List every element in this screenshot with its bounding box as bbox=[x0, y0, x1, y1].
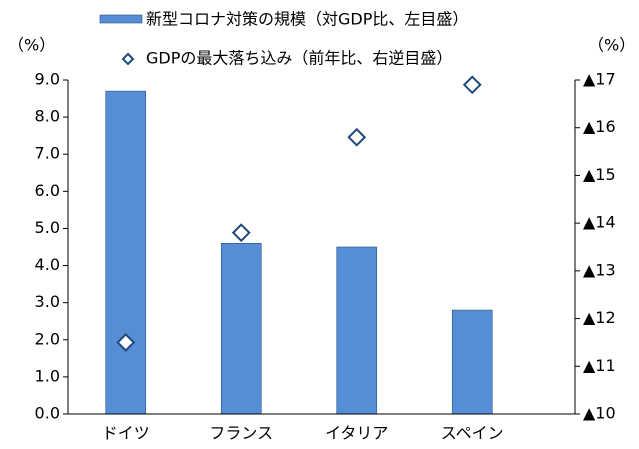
legend-label: 新型コロナ対策の規模（対GDP比、左目盛） bbox=[146, 10, 468, 29]
x-tick-label: フランス bbox=[209, 424, 273, 443]
y2-tick-label: ▲10 bbox=[583, 404, 616, 423]
y-tick-label: 8.0 bbox=[35, 107, 60, 126]
bar bbox=[220, 242, 262, 415]
y2-tick-label: ▲17 bbox=[583, 70, 616, 89]
x-tick-label: スペイン bbox=[441, 424, 504, 443]
y2-tick-label: ▲15 bbox=[583, 165, 616, 184]
y2-tick-label: ▲12 bbox=[583, 308, 616, 327]
bar bbox=[336, 246, 378, 415]
x-tick-label: イタリア bbox=[325, 424, 388, 443]
y2-tick-label: ▲13 bbox=[583, 260, 616, 279]
bar bbox=[451, 309, 493, 415]
diamond-marker bbox=[347, 127, 367, 147]
diamond-marker bbox=[116, 333, 136, 352]
legend-label: GDPの最大落ち込み（前年比、右逆目盛） bbox=[146, 49, 452, 68]
x-tick-label: ドイツ bbox=[102, 424, 150, 443]
y-tick-label: 0.0 bbox=[35, 404, 60, 423]
legend-swatch bbox=[99, 14, 143, 24]
y2-tick-label: ▲16 bbox=[583, 117, 616, 136]
y-tick-label: 7.0 bbox=[35, 144, 60, 163]
legend-marker bbox=[121, 52, 135, 66]
y2-axis-label: （%） bbox=[588, 36, 635, 55]
y2-tick-label: ▲11 bbox=[583, 356, 616, 375]
y-tick-label: 2.0 bbox=[35, 329, 60, 348]
y-axis-label: （%） bbox=[8, 36, 55, 55]
y-tick-label: 4.0 bbox=[35, 255, 60, 274]
y2-tick-label: ▲14 bbox=[583, 213, 616, 232]
y-tick-label: 1.0 bbox=[35, 366, 60, 385]
y-tick-label: 5.0 bbox=[35, 218, 60, 237]
diamond-marker bbox=[231, 223, 251, 243]
bar bbox=[105, 90, 147, 415]
y-tick-label: 9.0 bbox=[35, 70, 60, 89]
y-tick-label: 3.0 bbox=[35, 292, 60, 311]
y-tick-label: 6.0 bbox=[35, 181, 60, 200]
diamond-marker bbox=[462, 75, 482, 95]
